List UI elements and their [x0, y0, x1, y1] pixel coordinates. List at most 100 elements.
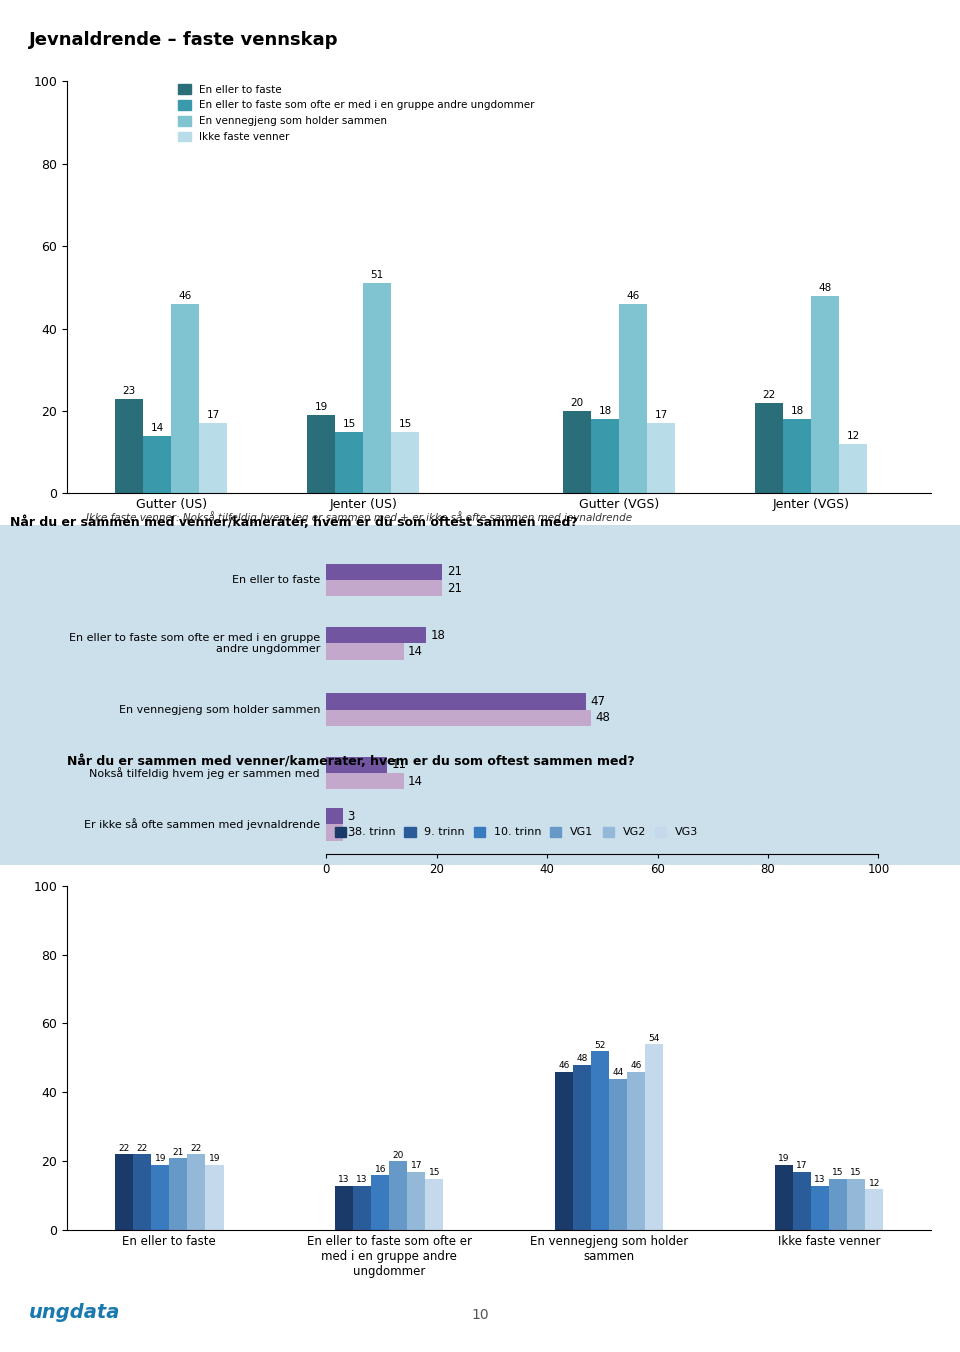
Text: 22: 22 — [136, 1144, 148, 1153]
Bar — [326, 757, 387, 773]
Text: 12: 12 — [847, 431, 860, 441]
Text: 19: 19 — [208, 1155, 220, 1164]
Bar — [775, 1165, 793, 1230]
Text: 14: 14 — [408, 645, 423, 658]
Bar — [811, 1186, 829, 1230]
Legend: En eller to faste, En eller to faste som ofte er med i en gruppe andre ungdommer: En eller to faste, En eller to faste som… — [176, 82, 537, 145]
Bar — [326, 773, 404, 790]
Text: 17: 17 — [206, 411, 220, 420]
Bar — [326, 580, 443, 596]
Text: 16: 16 — [374, 1165, 386, 1174]
Bar — [392, 431, 420, 493]
Bar — [307, 415, 335, 493]
Text: 14: 14 — [151, 423, 164, 433]
Text: 46: 46 — [627, 291, 639, 301]
Bar — [591, 419, 619, 493]
Text: 21: 21 — [446, 581, 462, 595]
Bar — [169, 1157, 187, 1230]
Text: 22: 22 — [118, 1144, 130, 1153]
Text: 15: 15 — [832, 1168, 844, 1178]
Bar — [200, 423, 228, 493]
Bar — [143, 435, 171, 493]
Bar — [187, 1155, 205, 1230]
Text: 18: 18 — [791, 407, 804, 416]
Bar — [627, 1072, 645, 1230]
Text: 22: 22 — [762, 389, 776, 400]
Text: 54: 54 — [649, 1034, 660, 1042]
Text: 44: 44 — [612, 1068, 624, 1078]
Bar — [115, 1155, 133, 1230]
Text: 48: 48 — [819, 283, 831, 292]
Bar — [783, 419, 811, 493]
Text: 3: 3 — [348, 826, 355, 840]
Bar — [115, 399, 143, 493]
Legend: 8. trinn, 9. trinn, 10. trinn, VG1, VG2, VG3: 8. trinn, 9. trinn, 10. trinn, VG1, VG2,… — [330, 822, 703, 842]
Bar — [425, 1179, 444, 1230]
Text: 21: 21 — [446, 565, 462, 579]
Bar — [756, 403, 783, 493]
Text: En eller to faste som ofte er med i en gruppe
andre ungdommer: En eller to faste som ofte er med i en g… — [69, 633, 320, 654]
Bar — [353, 1186, 372, 1230]
Text: 18: 18 — [599, 407, 612, 416]
Text: 46: 46 — [179, 291, 192, 301]
Bar — [372, 1175, 389, 1230]
Text: 20: 20 — [570, 397, 584, 408]
Bar — [205, 1165, 224, 1230]
Bar — [610, 1079, 627, 1230]
Text: 14: 14 — [408, 775, 423, 788]
Text: 12: 12 — [869, 1179, 880, 1187]
Text: 21: 21 — [173, 1148, 184, 1156]
Text: 46: 46 — [559, 1061, 569, 1071]
Text: 13: 13 — [814, 1175, 826, 1184]
Bar — [171, 304, 200, 493]
Bar — [326, 564, 443, 580]
Text: Når du er sammen med venner/kamerater, hvem er du som oftest sammen med?: Når du er sammen med venner/kamerater, h… — [10, 515, 577, 529]
Text: 15: 15 — [429, 1168, 440, 1178]
Text: 17: 17 — [655, 411, 668, 420]
Text: 19: 19 — [315, 403, 327, 412]
Text: 19: 19 — [155, 1155, 166, 1164]
Bar — [326, 644, 404, 660]
Bar — [335, 1186, 353, 1230]
Bar — [839, 443, 867, 493]
Text: 11: 11 — [392, 758, 406, 772]
Bar — [407, 1172, 425, 1230]
Bar — [389, 1161, 407, 1230]
Bar — [326, 627, 426, 644]
Text: 15: 15 — [343, 419, 356, 429]
Text: 48: 48 — [576, 1055, 588, 1064]
Bar — [811, 296, 839, 493]
Bar — [152, 1165, 169, 1230]
Text: 17: 17 — [411, 1161, 422, 1171]
Bar — [573, 1065, 591, 1230]
Bar — [555, 1072, 573, 1230]
Bar — [645, 1044, 663, 1230]
Text: Nokså tilfeldig hvem jeg er sammen med: Nokså tilfeldig hvem jeg er sammen med — [89, 767, 320, 779]
Bar — [829, 1179, 847, 1230]
Bar — [591, 1051, 610, 1230]
Text: En eller to faste: En eller to faste — [231, 575, 320, 585]
Text: Ikke faste venner: Nokså tilfeldig hvem jeg er sammen med + er ikke så ofte samm: Ikke faste venner: Nokså tilfeldig hvem … — [86, 511, 633, 523]
Text: 23: 23 — [123, 385, 135, 396]
Text: 48: 48 — [596, 711, 611, 725]
Text: 17: 17 — [796, 1161, 807, 1171]
Text: 13: 13 — [338, 1175, 349, 1184]
Text: 22: 22 — [191, 1144, 202, 1153]
Text: 19: 19 — [779, 1155, 790, 1164]
Bar — [133, 1155, 152, 1230]
Text: 15: 15 — [851, 1168, 862, 1178]
Bar — [847, 1179, 865, 1230]
Text: 51: 51 — [371, 270, 384, 280]
Text: 15: 15 — [398, 419, 412, 429]
Bar — [363, 283, 391, 493]
Text: 10: 10 — [471, 1309, 489, 1322]
Text: Jevnaldrende – faste vennskap: Jevnaldrende – faste vennskap — [29, 31, 338, 49]
Text: 3: 3 — [348, 810, 355, 822]
Text: 13: 13 — [356, 1175, 368, 1184]
Text: 18: 18 — [430, 629, 445, 642]
Text: Er ikke så ofte sammen med jevnaldrende: Er ikke så ofte sammen med jevnaldrende — [84, 818, 320, 830]
Text: Når du er sammen med venner/kamerater, hvem er du som oftest sammen med?: Når du er sammen med venner/kamerater, h… — [67, 754, 635, 768]
Text: 46: 46 — [631, 1061, 642, 1071]
Bar — [865, 1188, 883, 1230]
Bar — [335, 431, 363, 493]
